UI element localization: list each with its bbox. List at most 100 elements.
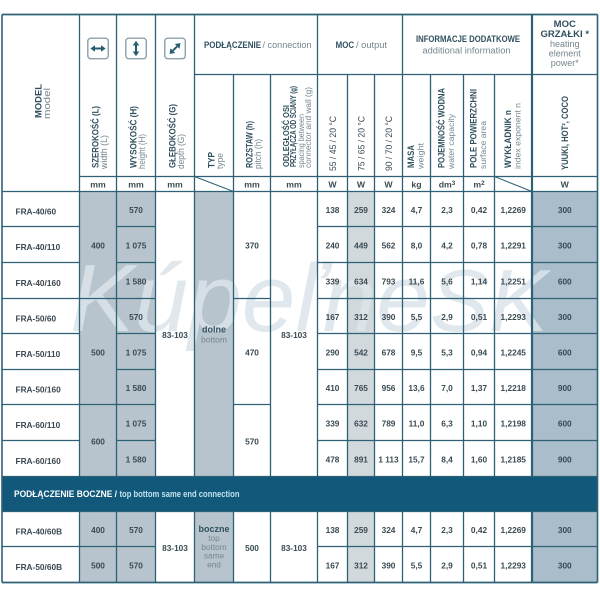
svg-text:1,10: 1,10 [471,418,488,428]
svg-text:FRA-40/60B: FRA-40/60B [16,526,63,536]
svg-text:GRZAŁKI *: GRZAŁKI * [540,29,589,40]
svg-text:138: 138 [326,525,340,535]
svg-text:400: 400 [91,240,105,250]
svg-text:top bottom same end connection: top bottom same end connection [120,489,240,499]
svg-text:W: W [357,179,366,189]
svg-text:2,3: 2,3 [441,525,453,535]
svg-text:connector and wall (g): connector and wall (g) [304,87,313,168]
svg-text:789: 789 [382,418,396,428]
svg-text:1 113: 1 113 [378,454,399,464]
svg-text:m2: m2 [473,179,485,189]
svg-text:167: 167 [326,312,340,322]
svg-text:1,2185: 1,2185 [501,454,527,464]
svg-text:6,3: 6,3 [441,418,453,428]
svg-text:/ connection: / connection [263,40,312,51]
svg-text:surface area: surface area [478,121,488,169]
svg-text:POLE POWIERZCHNI: POLE POWIERZCHNI [469,89,479,168]
svg-text:83-103: 83-103 [162,330,188,340]
svg-text:type: type [215,153,225,169]
svg-text:1,2245: 1,2245 [501,347,527,357]
svg-text:240: 240 [326,240,340,250]
svg-text:mm: mm [286,179,302,189]
svg-text:55 / 45 / 20 °C: 55 / 45 / 20 °C [328,116,338,171]
svg-text:15,7: 15,7 [408,454,425,464]
svg-text:water capacity: water capacity [446,113,456,170]
svg-text:W: W [561,179,570,189]
svg-text:INFORMACJE DODATKOWE: INFORMACJE DODATKOWE [416,34,520,45]
svg-text:7,0: 7,0 [441,383,453,393]
svg-text:632: 632 [354,418,368,428]
svg-text:ROZSTAW (h): ROZSTAW (h) [245,121,255,168]
svg-text:1 580: 1 580 [126,276,147,286]
svg-text:1,2293: 1,2293 [501,560,527,570]
svg-text:83-103: 83-103 [281,543,307,553]
svg-text:370: 370 [245,240,259,250]
svg-text:dm3: dm3 [439,179,456,189]
svg-text:83-103: 83-103 [162,543,188,553]
svg-text:891: 891 [354,454,368,464]
svg-text:2,9: 2,9 [441,312,453,322]
svg-text:1,60: 1,60 [471,454,488,464]
svg-text:449: 449 [354,240,368,250]
svg-text:0,51: 0,51 [471,560,488,570]
svg-text:mm: mm [128,179,144,189]
svg-text:570: 570 [129,525,143,535]
svg-text:POJEMNOŚĆ WODNA: POJEMNOŚĆ WODNA [436,87,447,168]
svg-text:634: 634 [354,276,368,286]
svg-text:FRA-40/160: FRA-40/160 [16,278,62,288]
svg-text:300: 300 [558,312,572,322]
svg-text:kg: kg [411,179,421,189]
svg-text:PRZYŁĄCZA OD ŚCIANY (g): PRZYŁĄCZA OD ŚCIANY (g) [289,86,298,167]
svg-text:mm: mm [167,179,183,189]
svg-text:pitch (h): pitch (h) [253,139,263,169]
svg-text:1,2291: 1,2291 [501,240,527,250]
svg-text:1,14: 1,14 [471,276,488,286]
svg-text:138: 138 [326,205,340,215]
svg-text:FRA-40/110: FRA-40/110 [16,242,61,252]
svg-text:390: 390 [382,560,396,570]
svg-text:MODEL: MODEL [33,84,43,118]
svg-text:PODŁĄCZENIE BOCZNE /: PODŁĄCZENIE BOCZNE / [14,489,117,499]
svg-text:model: model [42,88,52,119]
svg-text:depth (G): depth (G) [176,134,186,169]
svg-text:900: 900 [558,383,572,393]
svg-text:GŁĘBOKOŚĆ (G): GŁĘBOKOŚĆ (G) [167,104,178,168]
svg-text:0,42: 0,42 [471,525,488,535]
svg-text:1,2269: 1,2269 [501,525,527,535]
svg-text:8,4: 8,4 [441,454,453,464]
svg-text:1,37: 1,37 [471,383,488,393]
svg-text:PODŁĄCZENIE: PODŁĄCZENIE [204,40,261,51]
svg-text:562: 562 [382,240,396,250]
svg-text:FRA-50/60: FRA-50/60 [16,313,57,323]
svg-text:boczne: boczne [198,524,229,534]
svg-text:678: 678 [382,347,396,357]
svg-text:top: top [208,533,220,543]
svg-text:1,2218: 1,2218 [501,383,527,393]
svg-text:MASA: MASA [406,144,416,168]
svg-text:11,0: 11,0 [409,418,425,428]
svg-text:1,2293: 1,2293 [501,312,527,322]
svg-text:300: 300 [558,560,572,570]
svg-text:W: W [384,179,393,189]
svg-text:500: 500 [91,560,105,570]
svg-text:600: 600 [558,347,572,357]
svg-text:1,2198: 1,2198 [501,418,527,428]
svg-text:500: 500 [245,543,259,553]
svg-text:1,2251: 1,2251 [501,276,527,286]
svg-text:300: 300 [558,240,572,250]
svg-text:4,2: 4,2 [441,240,453,250]
svg-text:570: 570 [129,312,143,322]
svg-text:4,7: 4,7 [411,525,423,535]
svg-text:900: 900 [558,454,572,464]
svg-text:FRA-50/110: FRA-50/110 [16,349,61,359]
svg-text:0,94: 0,94 [471,347,488,357]
svg-text:259: 259 [354,525,368,535]
svg-text:90 / 70 / 20 °C: 90 / 70 / 20 °C [384,116,394,171]
svg-text:bottom: bottom [201,542,226,552]
svg-text:FRA-50/160: FRA-50/160 [16,384,62,394]
svg-text:TYP: TYP [207,152,217,168]
svg-text:410: 410 [326,383,340,393]
svg-text:324: 324 [382,525,396,535]
svg-text:570: 570 [129,205,143,215]
svg-text:570: 570 [129,560,143,570]
